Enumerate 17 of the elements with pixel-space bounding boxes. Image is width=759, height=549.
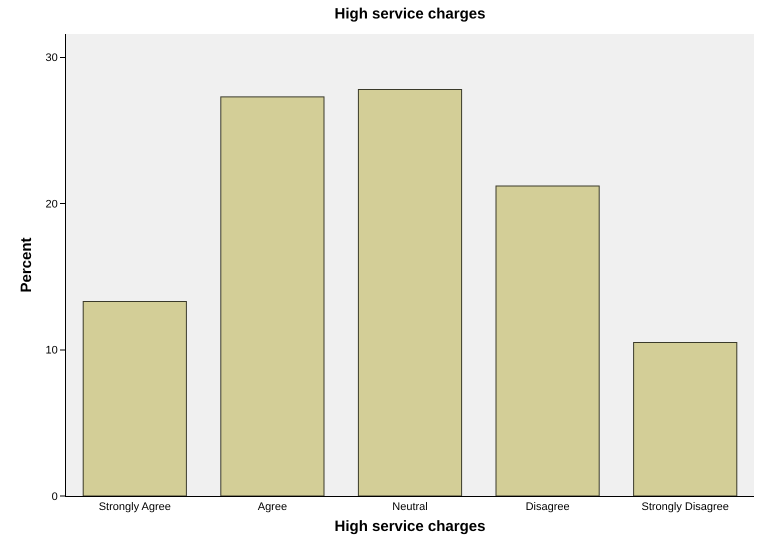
y-tick-label: 10 (46, 344, 58, 357)
x-tick-label: Strongly Disagree (641, 501, 729, 514)
y-tick-label: 20 (46, 198, 58, 210)
y-tick-label: 0 (52, 490, 58, 503)
bar (220, 96, 324, 496)
y-axis-title: Percent (18, 237, 35, 293)
x-tick-label: Disagree (526, 501, 570, 514)
chart-title: High service charges (334, 6, 486, 23)
bar (496, 186, 600, 496)
bar (633, 342, 738, 496)
x-tick-label: Strongly Agree (98, 501, 171, 514)
y-tick-label: 30 (46, 52, 58, 64)
x-axis-title: High service charges (334, 518, 486, 536)
bar (358, 89, 462, 496)
x-tick-label: Agree (258, 501, 288, 514)
x-tick-label: Neutral (392, 501, 428, 514)
bar (82, 301, 187, 496)
